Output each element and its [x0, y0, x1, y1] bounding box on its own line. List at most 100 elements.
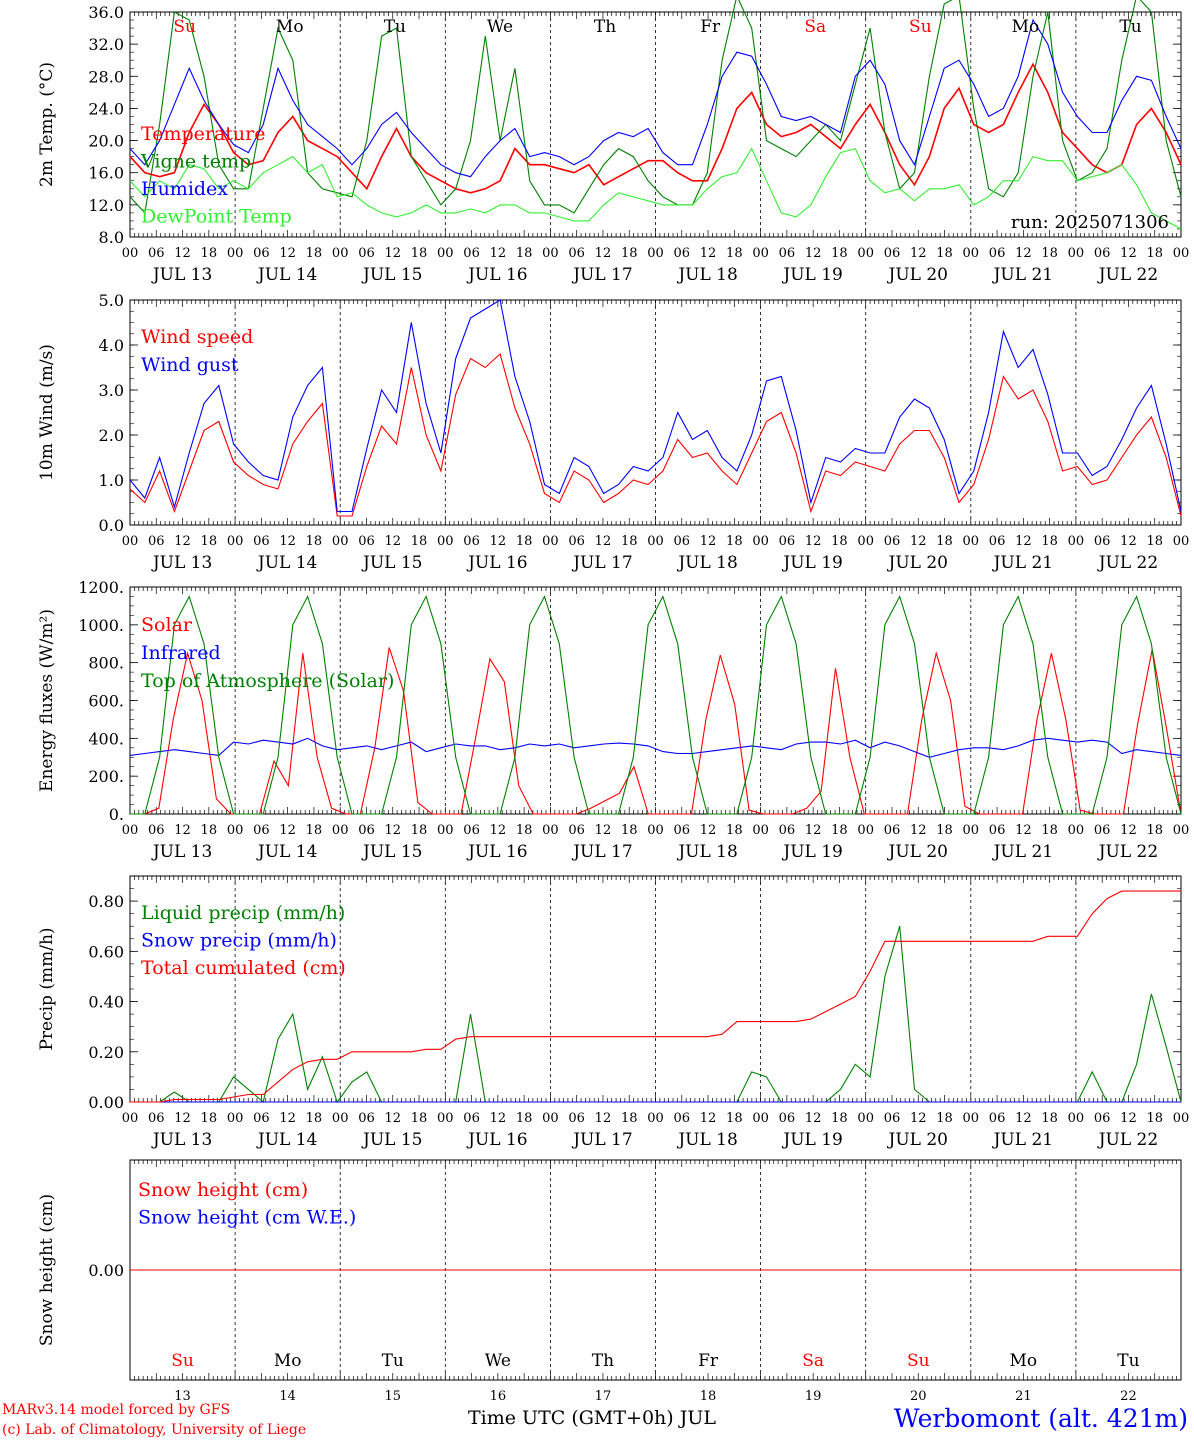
date-label: JUL 19: [781, 1130, 842, 1150]
hour-tick-label: 18: [726, 534, 743, 549]
legend-entry: Snow precip (mm/h): [141, 930, 337, 952]
hour-tick-label: 12: [1015, 1111, 1032, 1126]
hour-tick-label: 18: [411, 823, 428, 838]
hour-tick-label: 12: [384, 534, 401, 549]
date-label: JUL 13: [151, 265, 212, 285]
day-number-label: 14: [279, 1389, 296, 1404]
y-tick-label: 1200.: [78, 578, 124, 597]
hour-tick-label: 06: [358, 534, 375, 549]
day-number-label: 13: [174, 1389, 191, 1404]
y-tick-label: 200.: [88, 767, 124, 786]
date-label: JUL 21: [992, 842, 1053, 862]
day-of-week-label: Tu: [382, 1351, 404, 1371]
date-label: JUL 17: [571, 1130, 632, 1150]
hour-tick-label: 18: [936, 1111, 953, 1126]
hour-tick-label: 12: [805, 1111, 822, 1126]
hour-tick-label: 00: [1068, 246, 1085, 261]
hour-tick-label: 06: [253, 1111, 270, 1126]
hour-tick-label: 06: [779, 823, 796, 838]
hour-tick-label: 06: [674, 823, 691, 838]
hour-tick-label: 12: [700, 246, 717, 261]
hour-tick-label: 00: [332, 1111, 349, 1126]
legend-entry: Vigne temp: [140, 151, 251, 173]
legend-entry: Total cumulated (cm): [141, 957, 346, 979]
hour-tick-label: 00: [542, 823, 559, 838]
day-number-label: 18: [700, 1389, 717, 1404]
day-of-week-label: Tu: [384, 17, 406, 37]
day-of-week-label: Su: [909, 17, 932, 37]
date-label: JUL 13: [151, 553, 212, 573]
hour-tick-label: 12: [910, 246, 927, 261]
hour-tick-label: 18: [936, 823, 953, 838]
date-label: JUL 14: [256, 553, 317, 573]
date-label: JUL 16: [466, 553, 527, 573]
hour-tick-label: 00: [437, 534, 454, 549]
date-label: JUL 15: [361, 265, 422, 285]
hour-tick-label: 06: [358, 1111, 375, 1126]
y-tick-label: 400.: [88, 729, 124, 748]
hour-tick-label: 06: [568, 823, 585, 838]
hour-tick-label: 18: [1146, 534, 1163, 549]
day-of-week-label: Tu: [1117, 1351, 1139, 1371]
hour-tick-label: 18: [201, 823, 218, 838]
hour-tick-label: 12: [279, 1111, 296, 1126]
hour-tick-label: 06: [884, 823, 901, 838]
day-of-week-label: Mo: [274, 1351, 302, 1371]
date-label: JUL 18: [676, 265, 737, 285]
day-number-label: 19: [805, 1389, 822, 1404]
legend-entry: Infrared: [141, 642, 221, 664]
hour-tick-label: 00: [227, 823, 244, 838]
day-of-week-label: Mo: [1010, 1351, 1038, 1371]
y-tick-label: 4.0: [99, 336, 124, 355]
hour-tick-label: 06: [779, 246, 796, 261]
hour-tick-label: 00: [752, 246, 769, 261]
hour-tick-label: 00: [857, 823, 874, 838]
panel-frame: [129, 299, 1182, 526]
hour-tick-label: 06: [568, 246, 585, 261]
day-of-week-label: Th: [592, 1351, 614, 1371]
date-label: JUL 17: [571, 553, 632, 573]
hour-tick-label: 12: [805, 534, 822, 549]
y-tick-label: 0.00: [88, 1093, 124, 1112]
hour-tick-label: 00: [963, 1111, 980, 1126]
hour-tick-label: 06: [148, 823, 165, 838]
day-of-week-label: Sa: [804, 17, 826, 37]
hour-tick-label: 00: [332, 534, 349, 549]
hour-tick-label: 00: [227, 534, 244, 549]
y-tick-label: 36.0: [88, 3, 124, 22]
hour-tick-label: 12: [174, 1111, 191, 1126]
hour-tick-label: 12: [384, 246, 401, 261]
hour-tick-label: 00: [752, 823, 769, 838]
hour-tick-label: 06: [989, 1111, 1006, 1126]
hour-tick-label: 06: [1094, 246, 1111, 261]
date-label: JUL 16: [466, 265, 527, 285]
hour-tick-label: 12: [279, 246, 296, 261]
y-tick-label: 20.0: [88, 132, 124, 151]
hour-tick-label: 06: [463, 823, 480, 838]
day-of-week-label: Su: [173, 17, 196, 37]
legend-entry: Temperature: [141, 123, 265, 145]
hour-tick-label: 18: [516, 534, 533, 549]
hour-tick-label: 00: [647, 1111, 664, 1126]
hour-tick-label: 18: [516, 1111, 533, 1126]
hour-tick-label: 06: [674, 1111, 691, 1126]
hour-tick-label: 00: [857, 534, 874, 549]
hour-tick-label: 18: [411, 1111, 428, 1126]
y-tick-label: 3.0: [99, 381, 124, 400]
date-label: JUL 22: [1097, 1130, 1158, 1150]
day-of-week-label: Mo: [1012, 17, 1040, 37]
day-of-week-label: Su: [907, 1351, 930, 1371]
hour-tick-label: 12: [1015, 246, 1032, 261]
date-label: JUL 20: [887, 1130, 948, 1150]
hour-tick-label: 00: [1068, 534, 1085, 549]
hour-tick-label: 06: [253, 534, 270, 549]
date-label: JUL 20: [887, 265, 948, 285]
hour-tick-label: 00: [1173, 1111, 1190, 1126]
day-number-label: 20: [910, 1389, 927, 1404]
hour-tick-label: 00: [332, 246, 349, 261]
hour-tick-label: 00: [752, 534, 769, 549]
hour-tick-label: 12: [1015, 534, 1032, 549]
day-of-week-label: Fr: [698, 1351, 719, 1371]
hour-tick-label: 06: [148, 534, 165, 549]
hour-tick-label: 18: [936, 246, 953, 261]
